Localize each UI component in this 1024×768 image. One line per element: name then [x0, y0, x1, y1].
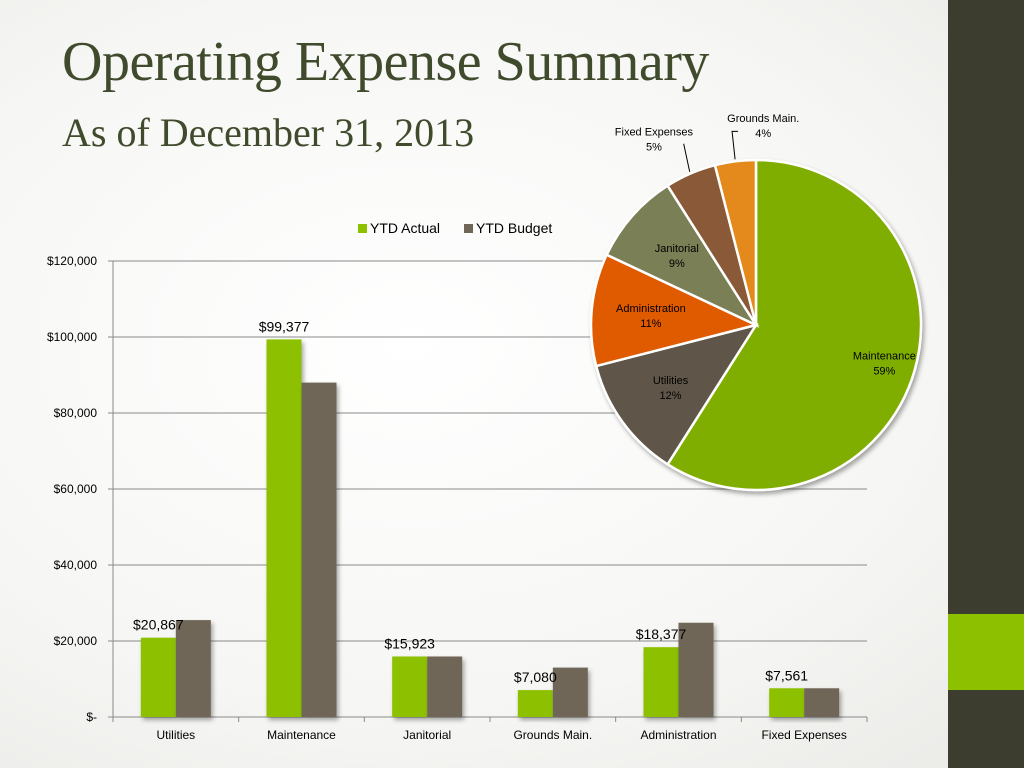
- pie-slice: [594, 323, 759, 467]
- bar: [678, 622, 714, 717]
- pie-slice-percent: 59%: [873, 365, 895, 377]
- bar: [643, 647, 679, 717]
- pie-slice-percent: 5%: [646, 141, 662, 153]
- legend-swatch: [358, 224, 367, 233]
- bar: [517, 690, 553, 717]
- pie-slice-label: Janitorial: [655, 243, 699, 255]
- bar: [804, 688, 840, 717]
- x-tick-label: Administration: [640, 728, 716, 742]
- y-tick-label: $-: [86, 710, 97, 724]
- x-tick-label: Janitorial: [403, 728, 451, 742]
- chart-canvas: $- $20,000 $40,000 $60,000 $80,000 $100,000 $1…: [47, 113, 923, 742]
- bar: [301, 382, 337, 717]
- pie-slice-percent: 9%: [669, 258, 685, 270]
- y-tick-label: $100,000: [47, 330, 97, 344]
- bar-data-label: $15,923: [384, 635, 435, 651]
- y-tick-label: $40,000: [54, 558, 98, 572]
- pie-leader-line: [683, 143, 691, 172]
- page-title: Operating Expense Summary: [62, 31, 709, 93]
- pie-slice: [589, 253, 760, 368]
- y-tick-label: $80,000: [54, 406, 98, 420]
- pie-slice-label: Fixed Expenses: [615, 126, 694, 138]
- pie-slice-percent: 4%: [755, 128, 771, 140]
- pie-slice-label: Grounds Main.: [727, 113, 799, 125]
- pie-slice: [713, 158, 758, 326]
- bar: [175, 620, 211, 717]
- x-tick-label: Fixed Expenses: [761, 728, 846, 742]
- pie-slice: [665, 158, 923, 492]
- bar-data-label: $7,080: [514, 669, 557, 685]
- page-subtitle: As of December 31, 2013: [62, 110, 475, 155]
- sidebar-accent-block: [948, 614, 1024, 690]
- bar: [266, 339, 302, 717]
- legend: YTD Actual YTD Budget: [358, 220, 552, 236]
- pie-chart: Maintenance 59% Utilities 12% Administration…: [589, 113, 923, 492]
- bar-data-label: $20,867: [133, 617, 184, 633]
- y-tick-label: $20,000: [54, 634, 98, 648]
- y-tick-label: $60,000: [54, 482, 98, 496]
- pie-slice-label: Administration: [616, 303, 686, 315]
- pie-slice-percent: 12%: [660, 390, 682, 402]
- bar-chart: $- $20,000 $40,000 $60,000 $80,000 $100,000 $1…: [47, 220, 868, 742]
- legend-label: YTD Budget: [476, 220, 552, 236]
- bar: [552, 667, 588, 717]
- bar: [140, 637, 176, 717]
- x-tick-label: Utilities: [156, 728, 195, 742]
- y-tick-label: $120,000: [47, 254, 97, 268]
- pie-slice-label: Maintenance: [853, 350, 916, 362]
- pie-slices: [589, 158, 923, 492]
- pie-leader-line: [731, 130, 739, 160]
- legend-swatch: [464, 224, 473, 233]
- bar: [427, 656, 463, 717]
- bar-data-label: $7,561: [765, 667, 808, 683]
- x-tick-label: Grounds Main.: [513, 728, 592, 742]
- bar: [769, 688, 805, 717]
- bar-data-label: $99,377: [259, 318, 310, 334]
- x-tick-label: Maintenance: [267, 728, 336, 742]
- bar-data-label: $18,377: [636, 626, 687, 642]
- bar: [392, 656, 428, 717]
- pie-slice: [605, 183, 760, 328]
- pie-slice-percent: 11%: [640, 318, 661, 330]
- pie-slice-label: Utilities: [653, 375, 689, 387]
- legend-label: YTD Actual: [370, 220, 440, 236]
